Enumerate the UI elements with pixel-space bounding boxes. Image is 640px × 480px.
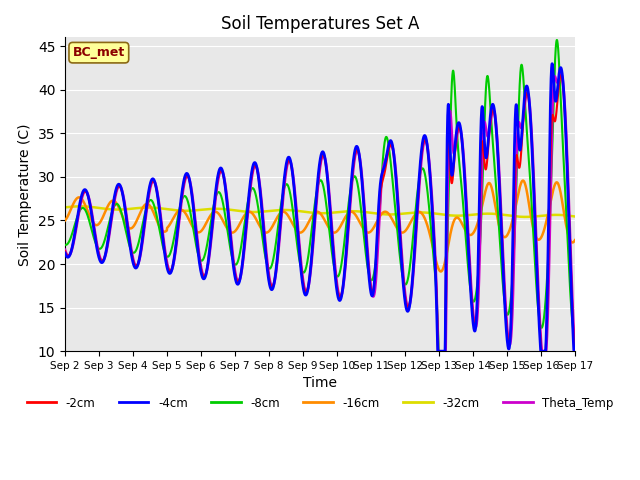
Y-axis label: Soil Temperature (C): Soil Temperature (C) bbox=[18, 123, 32, 265]
Title: Soil Temperatures Set A: Soil Temperatures Set A bbox=[221, 15, 419, 33]
X-axis label: Time: Time bbox=[303, 376, 337, 390]
Text: BC_met: BC_met bbox=[73, 46, 125, 59]
Legend: -2cm, -4cm, -8cm, -16cm, -32cm, Theta_Temp: -2cm, -4cm, -8cm, -16cm, -32cm, Theta_Te… bbox=[22, 392, 618, 414]
